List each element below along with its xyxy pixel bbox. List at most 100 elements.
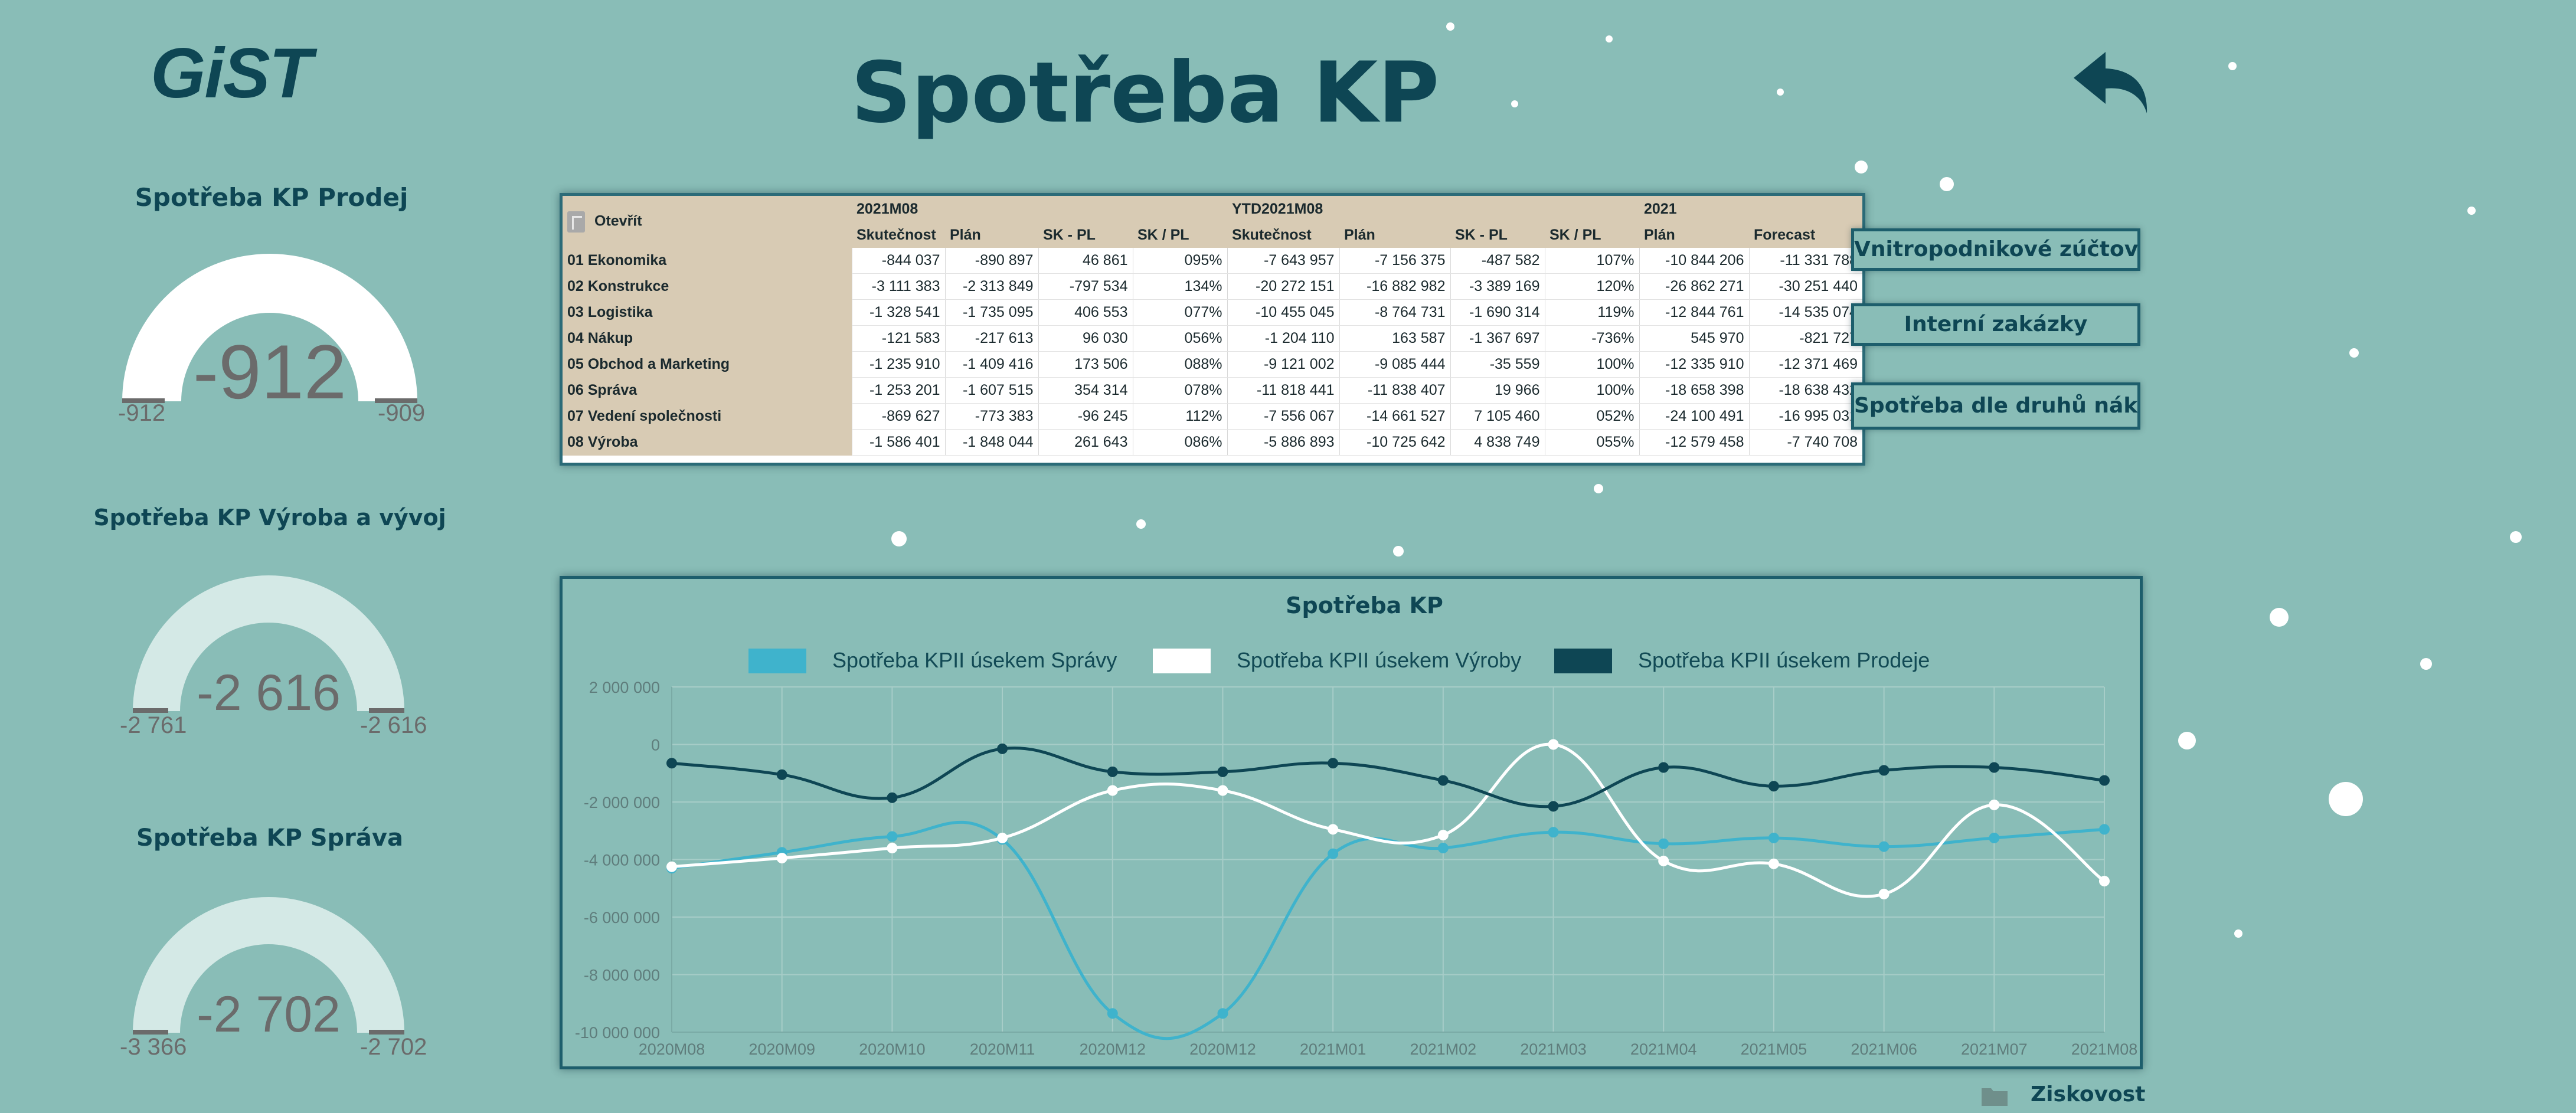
- table-cell: -736%: [1544, 325, 1639, 352]
- column-header[interactable]: Plán: [945, 222, 1038, 248]
- table-cell: -96 245: [1038, 403, 1133, 430]
- back-arrow-icon[interactable]: [2069, 47, 2152, 118]
- row-label: 08 Výroba: [563, 429, 852, 456]
- chart-panel: Spotřeba KP Spotřeba KPII úsekem Správy Sp…: [560, 576, 2143, 1069]
- table-cell: -7 643 957: [1227, 248, 1339, 274]
- table-cell: 173 506: [1038, 351, 1133, 378]
- table-row[interactable]: 06 Správa -1 253 201 -1 607 515 354 314 078%…: [563, 377, 1862, 404]
- table-group-header: Otevřít 2021M08 YTD2021M08 2021: [563, 196, 1862, 248]
- gauge-min: -3 366: [120, 1034, 187, 1060]
- gauge-arc: [133, 575, 404, 713]
- table-cell: -1 328 541: [851, 299, 945, 326]
- cost-table-panel: Otevřít 2021M08 YTD2021M08 2021 Skutečno…: [560, 193, 1865, 466]
- table-cell: -24 100 491: [1639, 403, 1749, 430]
- table-cell: 4 838 749: [1450, 429, 1545, 456]
- table-cell: 545 970: [1639, 325, 1749, 352]
- table-cell: -10 455 045: [1227, 299, 1339, 326]
- table-cell: -890 897: [944, 248, 1038, 274]
- column-header[interactable]: SK - PL: [1450, 222, 1545, 248]
- series-line: [671, 747, 2105, 808]
- data-point: [1437, 775, 1449, 786]
- data-point: [1768, 781, 1779, 792]
- column-header[interactable]: Skutečnost: [852, 222, 945, 248]
- column-header[interactable]: SK / PL: [1133, 222, 1227, 248]
- x-tick-label: 2020M12: [1079, 1040, 1146, 1058]
- y-tick-label: -2 000 000: [584, 794, 660, 811]
- column-header[interactable]: Forecast: [1749, 222, 1862, 248]
- chart-title: Spotřeba KP: [1286, 592, 1443, 618]
- data-point: [2099, 775, 2110, 786]
- table-cell: 056%: [1132, 325, 1227, 352]
- data-point: [1989, 762, 2000, 773]
- table-cell: 095%: [1132, 248, 1227, 274]
- column-header[interactable]: SK - PL: [1038, 222, 1133, 248]
- row-label: 01 Ekonomika: [563, 248, 852, 274]
- table-cell: -9 121 002: [1227, 351, 1339, 378]
- column-header[interactable]: SK / PL: [1545, 222, 1639, 248]
- column-header[interactable]: Plán: [1639, 222, 1749, 248]
- data-point: [1328, 824, 1339, 835]
- table-cell: 261 643: [1038, 429, 1133, 456]
- table-cell: -797 534: [1038, 273, 1133, 300]
- table-cell: -1 735 095: [944, 299, 1038, 326]
- table-cell: -844 037: [851, 248, 945, 274]
- table-cell: -121 583: [851, 325, 945, 352]
- table-cell: -487 582: [1450, 248, 1545, 274]
- gauge-title: Spotřeba KP Správa: [136, 824, 403, 852]
- table-cell: -8 764 731: [1339, 299, 1450, 326]
- column-header[interactable]: Plán: [1339, 222, 1450, 248]
- table-row[interactable]: 01 Ekonomika -844 037 -890 897 46 861 095% -7…: [563, 248, 1862, 274]
- data-point: [1328, 848, 1339, 859]
- x-tick-label: 2020M12: [1189, 1040, 1256, 1058]
- table-cell: 406 553: [1038, 299, 1133, 326]
- table-cell: 7 105 460: [1450, 403, 1545, 430]
- gauge-value: -2 616: [197, 664, 341, 721]
- table-cell: 134%: [1132, 273, 1227, 300]
- ziskovost-link[interactable]: Ziskovost: [2031, 1082, 2146, 1107]
- x-tick-label: 2021M06: [1851, 1040, 1917, 1058]
- table-row[interactable]: 05 Obchod a Marketing -1 235 910 -1 409 41…: [563, 351, 1862, 378]
- nav-button-spotreba-druhu[interactable]: Spotřeba dle druhů nákladů: [1851, 382, 2140, 430]
- nav-button-interni-zakazky[interactable]: Interní zakázky: [1851, 303, 2140, 346]
- legend-label: Spotřeba KPII úsekem Prodeje: [1638, 648, 1930, 672]
- nav-button-vnitropodnikove[interactable]: Vnitropodnikové zúčtování: [1851, 228, 2140, 271]
- data-point: [1878, 889, 1889, 899]
- data-point: [1548, 827, 1559, 838]
- table-cell: -7 740 708: [1748, 429, 1862, 456]
- table-cell: -217 613: [944, 325, 1038, 352]
- data-point: [1328, 758, 1339, 769]
- page-title: Spotřeba KP: [851, 44, 1440, 142]
- y-tick-label: 2 000 000: [589, 679, 660, 696]
- column-header[interactable]: Skutečnost: [1227, 222, 1339, 248]
- table-cell: 19 966: [1450, 377, 1545, 404]
- table-cell: -30 251 440: [1748, 273, 1862, 300]
- table-cell: 354 314: [1038, 377, 1133, 404]
- table-cell: 46 861: [1038, 248, 1133, 274]
- table-cell: 163 587: [1339, 325, 1450, 352]
- table-cell: -773 383: [944, 403, 1038, 430]
- gauge-value: -912: [192, 329, 347, 415]
- table-cell: -1 253 201: [851, 377, 945, 404]
- row-label: 02 Konstrukce: [563, 273, 852, 300]
- table-cell: -12 844 761: [1639, 299, 1749, 326]
- table-row[interactable]: 02 Konstrukce -3 111 383 -2 313 849 -797 53…: [563, 273, 1862, 300]
- legend-swatch: [1153, 649, 1211, 673]
- table-row[interactable]: 07 Vedení společnosti -869 627 -773 383 -96…: [563, 403, 1862, 430]
- table-cell: 120%: [1544, 273, 1639, 300]
- group-header: 2021M08: [852, 196, 1227, 222]
- table-cell: 077%: [1132, 299, 1227, 326]
- data-point: [2099, 876, 2110, 887]
- x-tick-label: 2021M03: [1520, 1040, 1587, 1058]
- table-row[interactable]: 03 Logistika -1 328 541 -1 735 095 406 553 0…: [563, 299, 1862, 326]
- table-cell: -1 848 044: [944, 429, 1038, 456]
- open-button[interactable]: Otevřít: [563, 196, 852, 248]
- table-cell: 96 030: [1038, 325, 1133, 352]
- x-tick-label: 2021M05: [1741, 1040, 1807, 1058]
- y-tick-label: -10 000 000: [575, 1024, 660, 1042]
- gauge-max: -2 702: [360, 1034, 427, 1060]
- table-cell: -14 535 074: [1748, 299, 1862, 326]
- table-row[interactable]: 04 Nákup -121 583 -217 613 96 030 056% -1 204…: [563, 325, 1862, 352]
- table-cell: -821 727: [1748, 325, 1862, 352]
- table-cell: -16 882 982: [1339, 273, 1450, 300]
- table-row[interactable]: 08 Výroba -1 586 401 -1 848 044 261 643 086%…: [563, 429, 1862, 456]
